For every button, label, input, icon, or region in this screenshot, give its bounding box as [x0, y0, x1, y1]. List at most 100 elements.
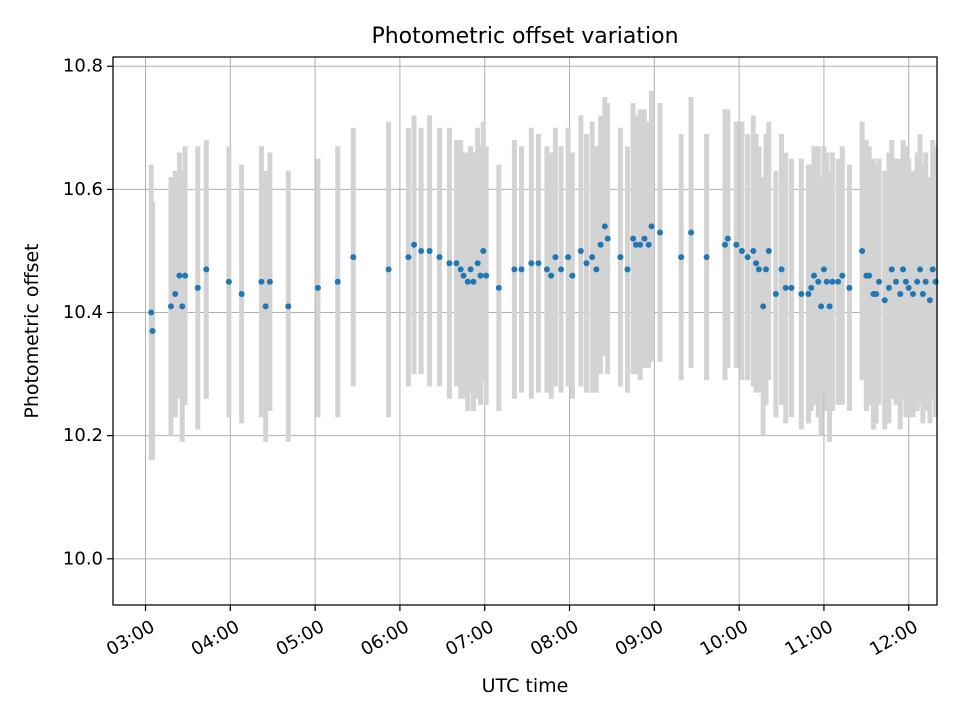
data-point	[334, 278, 341, 285]
data-point	[477, 272, 484, 279]
data-point	[474, 260, 481, 267]
data-point	[859, 247, 866, 254]
data-point	[604, 235, 611, 242]
data-point	[418, 247, 425, 254]
data-point	[405, 254, 412, 261]
plot-frame	[112, 56, 938, 606]
data-point	[782, 284, 789, 291]
data-point	[630, 235, 637, 242]
data-point	[543, 266, 550, 273]
data-point	[866, 272, 873, 279]
data-point	[888, 266, 895, 273]
data-point	[753, 260, 760, 267]
data-point	[755, 266, 762, 273]
y-tick-label: 10.2	[63, 425, 103, 446]
data-point	[149, 328, 156, 334]
chart-title: Photometric offset variation	[371, 24, 678, 49]
data-point	[589, 254, 596, 261]
data-point	[518, 266, 525, 273]
data-point	[656, 229, 663, 236]
data-point	[597, 241, 604, 248]
data-point	[917, 266, 924, 273]
data-point	[905, 284, 912, 291]
data-point	[285, 303, 292, 310]
data-point	[835, 278, 842, 285]
data-point	[483, 272, 490, 279]
data-point	[637, 241, 644, 248]
data-point	[881, 297, 888, 304]
data-point	[535, 260, 542, 267]
data-point	[926, 297, 933, 304]
data-point	[839, 272, 846, 279]
data-point	[593, 266, 600, 273]
data-point	[569, 272, 576, 279]
data-point	[772, 291, 779, 298]
data-point	[565, 254, 572, 261]
data-point	[897, 291, 904, 298]
data-point	[724, 235, 731, 242]
data-point	[552, 254, 559, 261]
y-axis-ticks: 10.0 10.2 10.4 10.6 10.8	[63, 56, 113, 569]
data-point	[528, 260, 535, 267]
data-point	[820, 266, 827, 273]
data-points	[148, 223, 939, 334]
data-point	[929, 266, 936, 273]
data-point	[648, 223, 655, 230]
data-point	[873, 291, 880, 298]
data-point	[823, 278, 830, 285]
data-point	[826, 303, 833, 310]
y-axis-label: Photometric offset	[21, 243, 43, 418]
data-point	[558, 266, 565, 273]
data-point	[480, 247, 487, 254]
data-point	[385, 266, 392, 273]
data-point	[811, 272, 818, 279]
data-point	[765, 247, 772, 254]
data-point	[750, 247, 757, 254]
y-tick-label: 10.6	[63, 179, 103, 200]
data-point	[457, 266, 464, 273]
data-point	[624, 266, 631, 273]
data-point	[266, 278, 273, 285]
data-point	[893, 278, 900, 285]
data-point	[885, 284, 892, 291]
y-tick-label: 10.0	[63, 548, 103, 569]
data-point	[350, 254, 357, 261]
data-point	[601, 223, 608, 230]
data-point	[909, 291, 916, 298]
data-point	[411, 241, 418, 248]
data-point	[846, 284, 853, 291]
data-point	[914, 278, 921, 285]
data-point	[721, 241, 728, 248]
data-point	[900, 266, 907, 273]
data-point	[258, 278, 265, 285]
data-point	[703, 254, 710, 261]
data-point	[744, 254, 751, 261]
data-point	[194, 284, 201, 291]
data-point	[470, 278, 477, 285]
data-point	[818, 303, 825, 310]
data-point	[760, 303, 767, 310]
data-point	[460, 272, 467, 279]
data-point	[262, 303, 269, 310]
data-point	[641, 235, 648, 242]
y-tick-label: 10.4	[63, 302, 103, 323]
data-point	[738, 247, 745, 254]
data-point	[583, 260, 590, 267]
data-point	[632, 241, 639, 248]
data-point	[203, 266, 210, 273]
data-point	[902, 278, 909, 285]
data-point	[148, 309, 155, 316]
data-point	[182, 272, 189, 279]
data-point	[495, 284, 502, 291]
data-point	[464, 278, 471, 285]
data-point	[919, 291, 926, 298]
data-point	[426, 247, 433, 254]
data-point	[172, 291, 179, 298]
data-point	[762, 266, 769, 273]
data-point	[314, 284, 321, 291]
x-axis-label: UTC time	[482, 675, 569, 697]
data-point	[511, 266, 518, 273]
data-point	[688, 229, 695, 236]
data-point	[179, 303, 186, 310]
